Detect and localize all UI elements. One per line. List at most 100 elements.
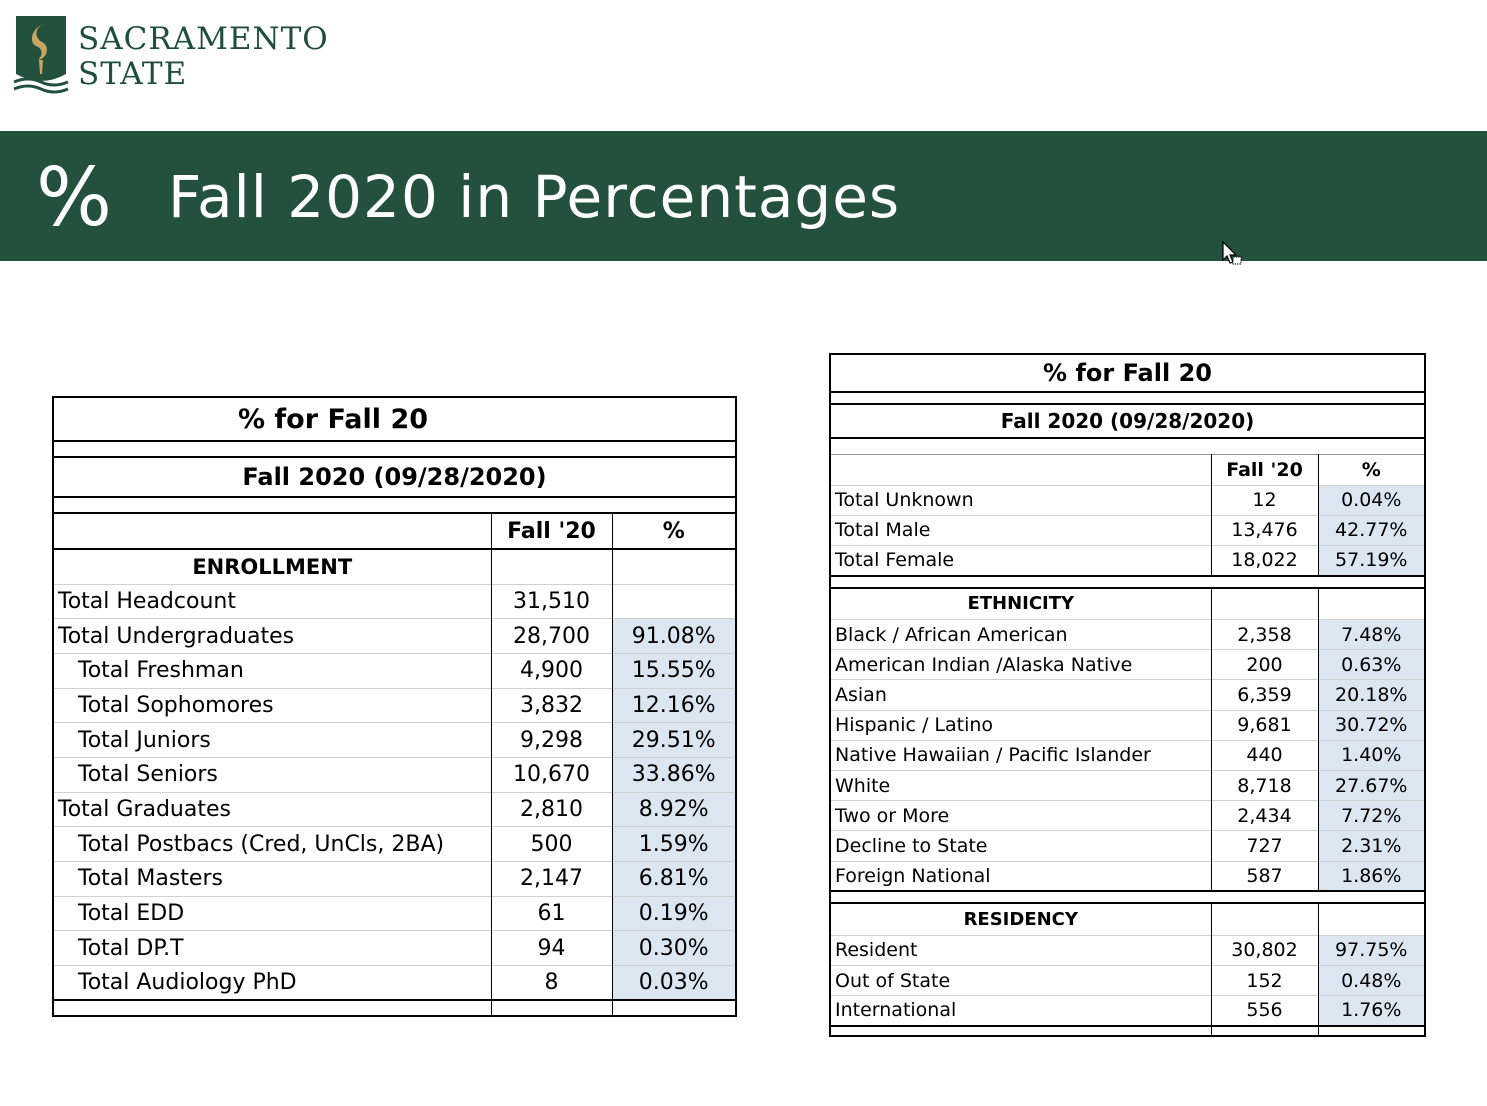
row-percent — [612, 583, 736, 619]
row-label: Total Graduates — [53, 791, 492, 827]
mouse-cursor-icon — [1222, 240, 1242, 265]
row-value: 6,359 — [1211, 679, 1319, 711]
row-value: 94 — [491, 930, 613, 966]
row-percent: 7.72% — [1318, 800, 1426, 831]
row-value: 12 — [1211, 484, 1319, 516]
row-percent: 0.48% — [1318, 964, 1426, 996]
row-percent: 1.59% — [612, 826, 736, 862]
row-percent: 12.16% — [612, 687, 736, 723]
row-percent: 0.30% — [612, 930, 736, 966]
table-title: % for Fall 20 — [830, 353, 1426, 392]
row-label: Native Hawaiian / Pacific Islander — [830, 739, 1212, 771]
logo-line-1: SACRAMENTO — [78, 21, 329, 57]
row-value: 440 — [1211, 739, 1319, 771]
row-label: Total Headcount — [53, 583, 492, 619]
logo-line-2: STATE — [78, 56, 188, 92]
table-row: Decline to State 727 2.31% — [830, 830, 1426, 862]
column-header-fall: Fall '20 — [491, 512, 613, 549]
row-percent: 30.72% — [1318, 709, 1426, 741]
row-percent: 57.19% — [1318, 544, 1426, 576]
row-label: Total Female — [830, 544, 1212, 576]
row-value: 4,900 — [491, 652, 613, 689]
row-label: Total EDD — [53, 895, 492, 931]
row-value: 30,802 — [1211, 934, 1319, 966]
table-subtitle-row: Fall 2020 (09/28/2020) — [53, 456, 736, 497]
title-banner: % Fall 2020 in Percentages — [0, 131, 1487, 261]
table-row: Total Juniors 9,298 29.51% — [53, 722, 736, 758]
table-row: Hispanic / Latino 9,681 30.72% — [830, 709, 1426, 741]
table-title-row: % for Fall 20 — [830, 353, 1426, 392]
table-row: Total Unknown 12 0.04% — [830, 484, 1426, 516]
enrollment-table: % for Fall 20 Fall 2020 (09/28/2020) Fal… — [52, 396, 737, 1018]
row-percent: 1.76% — [1318, 995, 1426, 1026]
table-row: Total Postbacs (Cred, UnCls, 2BA) 500 1.59… — [53, 826, 736, 862]
column-header-pct: % — [612, 512, 736, 549]
table-row: Black / African American 2,358 7.48% — [830, 619, 1426, 650]
row-percent: 6.81% — [612, 861, 736, 897]
row-label: Total Seniors — [53, 756, 492, 793]
table-subtitle-row: Fall 2020 (09/28/2020) — [830, 403, 1426, 438]
row-label: Resident — [830, 934, 1212, 966]
row-label: Total Male — [830, 514, 1212, 546]
table-row: International 556 1.76% — [830, 995, 1426, 1026]
section-header-ethnicity: ETHNICITY — [830, 586, 1212, 620]
row-percent: 20.18% — [1318, 679, 1426, 711]
row-value: 31,510 — [491, 583, 613, 619]
row-percent: 97.75% — [1318, 934, 1426, 966]
row-value: 200 — [1211, 649, 1319, 680]
row-value: 2,810 — [491, 791, 613, 827]
slide-title: Fall 2020 in Percentages — [168, 163, 901, 231]
row-label: Two or More — [830, 800, 1212, 831]
table-row: White 8,718 27.67% — [830, 769, 1426, 801]
row-percent: 0.04% — [1318, 484, 1426, 516]
table-row: Total Masters 2,147 6.81% — [53, 861, 736, 897]
row-value: 152 — [1211, 964, 1319, 996]
row-value: 61 — [491, 895, 613, 931]
row-value: 9,298 — [491, 722, 613, 758]
row-label: Total Audiology PhD — [53, 965, 492, 1001]
row-label: Out of State — [830, 964, 1212, 996]
table-row: Total Sophomores 3,832 12.16% — [53, 687, 736, 723]
table-row: Out of State 152 0.48% — [830, 964, 1426, 996]
row-value: 556 — [1211, 995, 1319, 1026]
row-percent: 8.92% — [612, 791, 736, 827]
table-row: Total Audiology PhD 8 0.03% — [53, 965, 736, 1001]
row-label: Total Freshman — [53, 652, 492, 689]
row-percent: 1.86% — [1318, 860, 1426, 892]
row-label: Total Sophomores — [53, 687, 492, 723]
row-value: 727 — [1211, 830, 1319, 862]
row-value: 8 — [491, 965, 613, 1001]
row-label: International — [830, 995, 1212, 1026]
table-row: Total Female 18,022 57.19% — [830, 544, 1426, 576]
table-title: % for Fall 20 — [53, 396, 612, 441]
row-label: Total Unknown — [830, 484, 1212, 516]
row-percent: 27.67% — [1318, 769, 1426, 801]
row-label: Total Masters — [53, 861, 492, 897]
row-label: White — [830, 769, 1212, 801]
row-value: 500 — [491, 826, 613, 862]
section-header-residency: RESIDENCY — [830, 902, 1212, 936]
row-label: Foreign National — [830, 860, 1212, 892]
row-percent: 29.51% — [612, 722, 736, 758]
row-percent: 1.40% — [1318, 739, 1426, 771]
table-row: Foreign National 587 1.86% — [830, 860, 1426, 892]
table-subtitle: Fall 2020 (09/28/2020) — [53, 456, 736, 497]
demographics-table: % for Fall 20 Fall 2020 (09/28/2020) Fal… — [829, 353, 1427, 1037]
table-row: Asian 6,359 20.18% — [830, 679, 1426, 711]
row-value: 3,832 — [491, 687, 613, 723]
row-label: Total DP.T — [53, 930, 492, 966]
row-percent: 42.77% — [1318, 514, 1426, 546]
column-header-row: Fall '20 % — [53, 512, 736, 549]
row-value: 8,718 — [1211, 769, 1319, 801]
row-value: 10,670 — [491, 756, 613, 793]
column-header-row: Fall '20 % — [830, 453, 1426, 485]
row-value: 2,434 — [1211, 800, 1319, 831]
section-header-row: RESIDENCY — [830, 902, 1426, 936]
row-value: 28,700 — [491, 618, 613, 654]
table-row: Total Male 13,476 42.77% — [830, 514, 1426, 546]
section-header-row: ETHNICITY — [830, 586, 1426, 620]
row-label: Asian — [830, 679, 1212, 711]
row-value: 9,681 — [1211, 709, 1319, 741]
row-label: Black / African American — [830, 619, 1212, 650]
row-percent: 0.63% — [1318, 649, 1426, 680]
